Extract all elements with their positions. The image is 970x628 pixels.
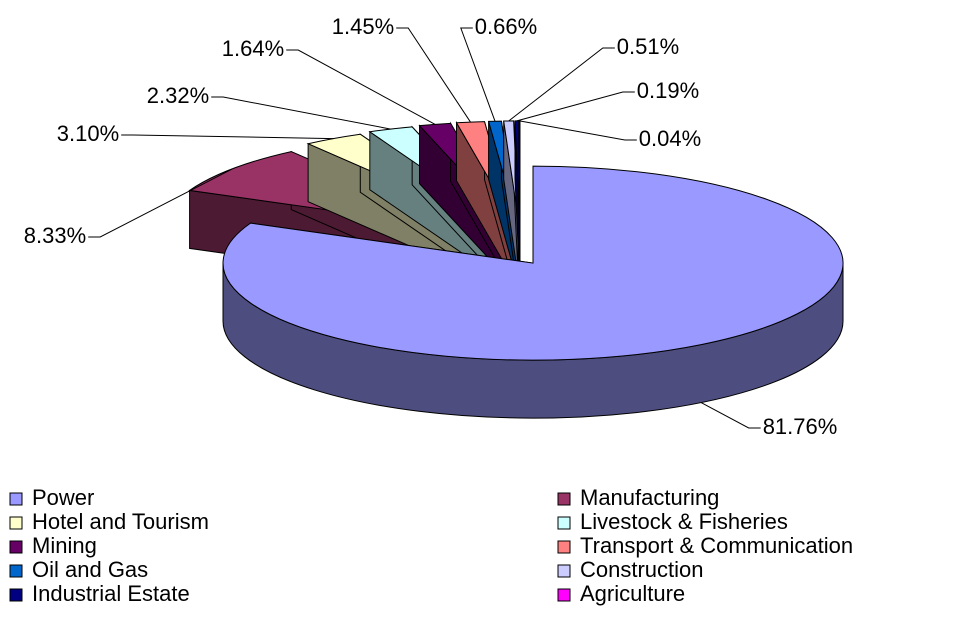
legend-label: Agriculture — [580, 581, 685, 606]
legend-swatch — [557, 540, 571, 554]
data-labels: 81.76% 8.33% 3.10% 2.32% 1.64% 1.45% 0.66% 0.51… — [24, 14, 838, 439]
legend-label: Industrial Estate — [32, 581, 190, 606]
leader-line — [516, 91, 635, 122]
legend-label: Manufacturing — [580, 485, 719, 510]
legend-swatch — [9, 516, 23, 530]
data-label: 0.51% — [617, 34, 679, 59]
leader-line — [460, 27, 496, 122]
legend-label: Transport & Communication — [580, 533, 853, 558]
legend-swatch — [557, 492, 571, 506]
pie-3d — [188, 120, 844, 419]
data-label: 8.33% — [24, 223, 86, 248]
legend-label: Mining — [32, 533, 97, 558]
legend-swatch — [9, 540, 23, 554]
leader-line — [88, 168, 233, 238]
legend-swatch — [557, 564, 571, 578]
leader-line — [700, 402, 761, 429]
legend-label: Power — [32, 485, 94, 510]
data-label: 2.32% — [147, 83, 209, 108]
legend: Power Manufacturing Hotel and Tourism Lives… — [9, 485, 853, 606]
leader-line — [396, 27, 471, 123]
data-label: 81.76% — [763, 414, 838, 439]
leader-line — [286, 49, 436, 125]
legend-swatch — [9, 492, 23, 506]
legend-swatch — [9, 588, 23, 602]
leader-line — [121, 134, 334, 140]
data-label: 1.45% — [332, 14, 394, 39]
data-label: 3.10% — [57, 121, 119, 146]
legend-swatch — [557, 588, 571, 602]
legend-swatch — [557, 516, 571, 530]
leader-line — [508, 47, 615, 122]
leader-line — [211, 96, 391, 130]
data-label: 0.04% — [639, 126, 701, 151]
data-label: 1.64% — [222, 36, 284, 61]
slice — [222, 165, 844, 419]
legend-label: Construction — [580, 557, 704, 582]
data-label: 0.19% — [637, 78, 699, 103]
legend-label: Oil and Gas — [32, 557, 148, 582]
legend-label: Hotel and Tourism — [32, 509, 209, 534]
legend-swatch — [9, 564, 23, 578]
slice — [222, 165, 844, 361]
legend-label: Livestock & Fisheries — [580, 509, 788, 534]
data-label: 0.66% — [475, 14, 537, 39]
leader-line — [519, 120, 637, 141]
slice — [518, 120, 521, 276]
